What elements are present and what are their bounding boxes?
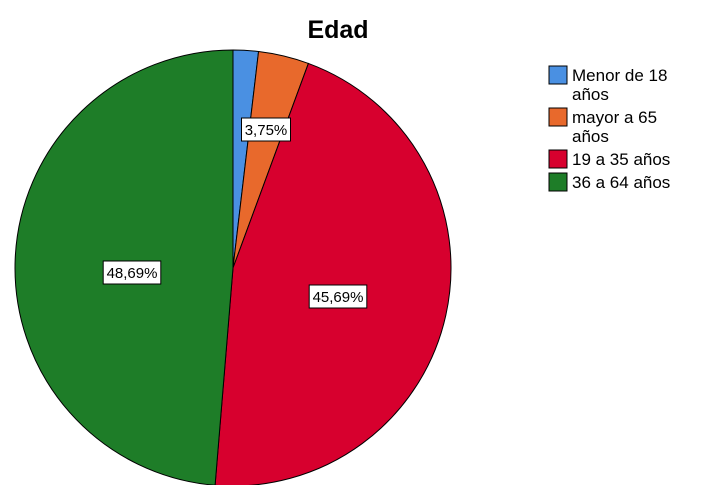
legend-swatch-19-a-35-años (548, 149, 568, 169)
legend-label-menor-de-18-años: años (572, 85, 609, 104)
legend-swatch-mayor-a-65-años (548, 107, 568, 127)
pie-slices (14, 49, 452, 485)
legend-label-19-a-35-años: 19 a 35 años (572, 150, 670, 169)
legend-swatch-menor-de-18-años (548, 65, 568, 85)
legend-label-36-a-64-años: 36 a 64 años (572, 173, 670, 192)
data-label-box-mayor-a-65-años (241, 117, 291, 142)
chart-title: Edad (307, 16, 368, 44)
data-label-box-19-a-35-años (308, 284, 368, 309)
legend-label-mayor-a-65-años: años (572, 127, 609, 146)
data-label-19-a-35-años: 45,69% (313, 289, 364, 306)
legend-swatch-36-a-64-años (548, 172, 568, 192)
pie-data-labels: 3,75% 45,69% 48,69% (102, 117, 368, 309)
legend-label-menor-de-18-años: Menor de 18 (572, 66, 667, 85)
pie-slice-19-a-35-años (214, 62, 452, 485)
data-label-mayor-a-65-años: 3,75% (245, 122, 288, 139)
data-label-36-a-64-años: 48,69% (107, 265, 158, 282)
legend-label-mayor-a-65-años: mayor a 65 (572, 108, 657, 127)
data-label-box-36-a-64-años (102, 260, 162, 285)
